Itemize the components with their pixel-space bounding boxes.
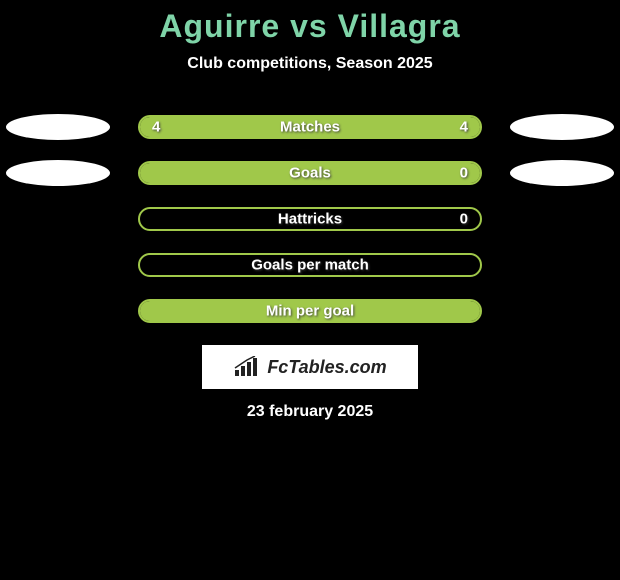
stat-label: Matches: [280, 119, 340, 136]
stat-bar: Goals per match: [138, 253, 482, 277]
player-right-marker: [510, 114, 614, 140]
page-title: Aguirre vs Villagra: [0, 8, 620, 45]
stat-bar: Min per goal: [138, 299, 482, 323]
date-label: 23 february 2025: [0, 403, 620, 421]
player-right-marker: [510, 160, 614, 186]
logo-text: FcTables.com: [267, 357, 386, 378]
stat-label: Hattricks: [278, 211, 342, 228]
page-subtitle: Club competitions, Season 2025: [0, 55, 620, 73]
comparison-widget: Aguirre vs Villagra Club competitions, S…: [0, 0, 620, 421]
stat-row: Goals per match: [0, 253, 620, 277]
logo-box[interactable]: FcTables.com: [202, 345, 418, 389]
stat-value-right: 4: [460, 119, 468, 136]
stat-bar: 4 4 Matches: [138, 115, 482, 139]
stat-label: Goals per match: [251, 257, 369, 274]
stat-value-right: 0: [460, 211, 468, 228]
stat-row: 0 Hattricks: [0, 207, 620, 231]
player-left-marker: [6, 160, 110, 186]
stats-container: 4 4 Matches 0 Goals 0 Hattricks Goals per match…: [0, 115, 620, 323]
stat-row: 0 Goals: [0, 161, 620, 185]
stat-value-left: 4: [152, 119, 160, 136]
stat-label: Goals: [289, 165, 331, 182]
stat-bar: 0 Hattricks: [138, 207, 482, 231]
chart-icon: [233, 356, 261, 378]
player-left-marker: [6, 114, 110, 140]
stat-bar: 0 Goals: [138, 161, 482, 185]
stat-row: Min per goal: [0, 299, 620, 323]
stat-value-right: 0: [460, 165, 468, 182]
stat-label: Min per goal: [266, 303, 354, 320]
stat-row: 4 4 Matches: [0, 115, 620, 139]
